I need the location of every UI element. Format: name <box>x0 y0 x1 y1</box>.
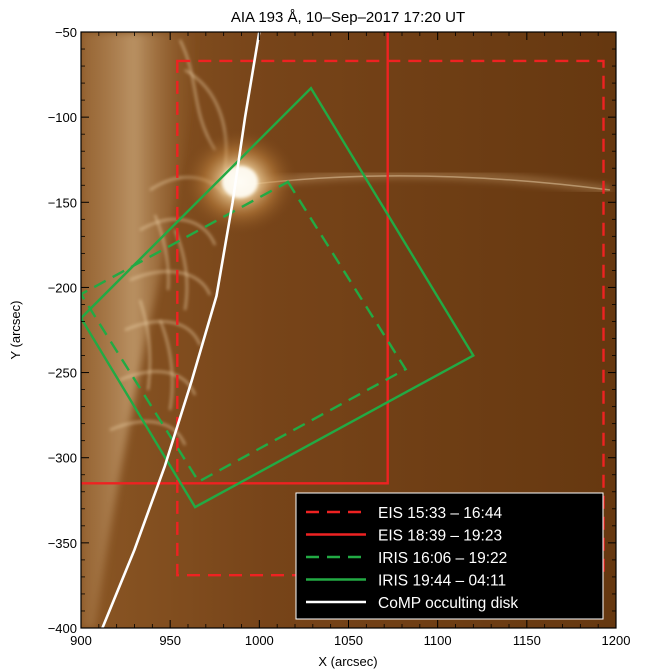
y-tick-label: −300 <box>48 451 77 466</box>
y-tick-label: −350 <box>48 536 77 551</box>
x-tick-label: 1150 <box>513 633 541 648</box>
x-tick-label: 1050 <box>334 633 363 648</box>
overlay-eis-dashed <box>176 59 605 577</box>
legend-label: CoMP occulting disk <box>378 595 518 612</box>
x-axis-label: X (arcsec) <box>318 654 377 669</box>
x-tick-label: 950 <box>159 633 181 648</box>
legend-box <box>295 492 604 620</box>
overlay-eis-solid <box>81 32 389 485</box>
x-tick-label: 1100 <box>424 633 452 648</box>
x-tick-label: 900 <box>70 633 92 648</box>
legend-label: EIS 18:39 – 19:23 <box>378 528 502 545</box>
overlay-iris-dashed <box>81 180 408 484</box>
y-tick-label: −100 <box>48 110 77 125</box>
plot-title: AIA 193 Å, 10–Sep–2017 17:20 UT <box>231 9 465 26</box>
legend: EIS 15:33 – 16:44 EIS 18:39 – 19:23 IRIS 1… <box>295 492 604 620</box>
legend-label: EIS 15:33 – 16:44 <box>378 505 502 522</box>
y-tick-label: −400 <box>48 621 77 636</box>
legend-label: IRIS 19:44 – 04:11 <box>378 573 506 590</box>
y-tick-label: −50 <box>55 25 77 40</box>
x-tick-label: 1200 <box>602 633 631 648</box>
legend-label: IRIS 16:06 – 19:22 <box>378 550 507 567</box>
x-tick-label: 1000 <box>245 633 274 648</box>
y-tick-label: −150 <box>48 195 77 210</box>
y-tick-label: −200 <box>48 280 77 295</box>
y-axis-label: Y (arcsec) <box>8 301 23 360</box>
overlay-comp-solid <box>101 32 261 628</box>
overlay-iris-solid <box>81 86 475 509</box>
y-tick-label: −250 <box>48 366 77 381</box>
